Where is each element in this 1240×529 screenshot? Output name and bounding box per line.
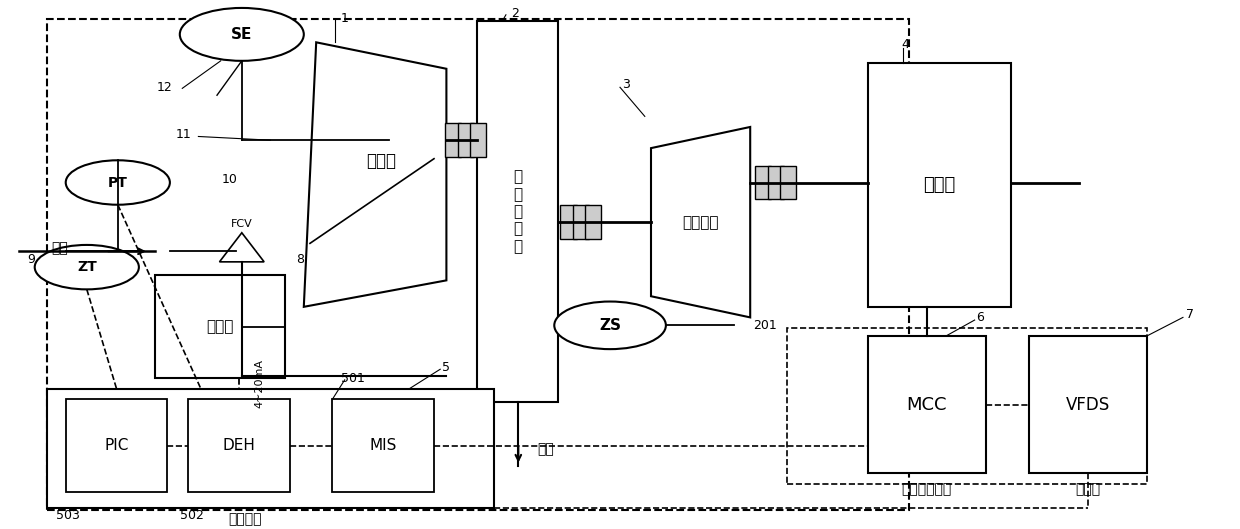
Text: 502: 502 <box>180 509 205 522</box>
Text: 201: 201 <box>753 319 777 332</box>
Text: 变
速
离
合
器: 变 速 离 合 器 <box>513 169 522 254</box>
Bar <box>188 399 290 492</box>
Text: 电动机: 电动机 <box>923 176 956 194</box>
Circle shape <box>35 245 139 289</box>
Text: 9: 9 <box>27 253 35 266</box>
Text: 2: 2 <box>511 7 518 20</box>
Text: 501: 501 <box>341 372 366 385</box>
Polygon shape <box>219 233 264 262</box>
Bar <box>155 275 285 378</box>
Bar <box>780 166 796 199</box>
Text: 503: 503 <box>56 509 81 522</box>
Text: 8: 8 <box>296 253 304 266</box>
Text: 5: 5 <box>443 361 450 374</box>
Text: 10: 10 <box>222 174 237 186</box>
Bar <box>868 336 986 473</box>
Text: PIC: PIC <box>104 438 129 453</box>
Text: 7: 7 <box>1187 308 1194 321</box>
Text: 4: 4 <box>901 39 909 51</box>
Bar <box>445 123 461 157</box>
Bar <box>1029 336 1147 473</box>
Text: MIS: MIS <box>370 438 397 453</box>
Text: SE: SE <box>231 27 253 42</box>
Bar <box>66 399 167 492</box>
Bar <box>477 21 558 402</box>
Text: 3: 3 <box>622 78 630 91</box>
Bar <box>755 166 771 199</box>
Text: 变频器: 变频器 <box>1075 482 1101 496</box>
Bar <box>787 328 1147 484</box>
Text: MCC: MCC <box>906 396 947 414</box>
Text: VFDS: VFDS <box>1066 396 1110 414</box>
Text: 排汽: 排汽 <box>537 443 554 457</box>
Text: 11: 11 <box>176 129 191 141</box>
Text: 12: 12 <box>157 81 172 94</box>
Circle shape <box>554 302 666 349</box>
Bar <box>868 63 1011 307</box>
Bar <box>47 389 494 508</box>
Text: 6: 6 <box>976 311 983 324</box>
Text: 汽轮机: 汽轮机 <box>366 152 397 170</box>
Bar <box>585 205 601 239</box>
Text: ZT: ZT <box>77 260 97 274</box>
Text: 1: 1 <box>341 12 348 25</box>
Bar <box>768 166 784 199</box>
Circle shape <box>66 160 170 205</box>
Bar <box>458 123 474 157</box>
Bar <box>332 399 434 492</box>
Text: 仪控系统: 仪控系统 <box>228 513 263 526</box>
Polygon shape <box>651 127 750 317</box>
Bar <box>573 205 589 239</box>
Polygon shape <box>304 42 446 307</box>
Text: FCV: FCV <box>231 219 253 229</box>
Text: PT: PT <box>108 176 128 189</box>
Text: 4~20mA: 4~20mA <box>254 359 264 408</box>
Text: 电气控制系统: 电气控制系统 <box>901 482 952 496</box>
Bar <box>560 205 577 239</box>
Circle shape <box>180 8 304 61</box>
Bar <box>47 19 909 510</box>
Text: DEH: DEH <box>223 438 255 453</box>
Text: 蒸汽: 蒸汽 <box>51 242 68 256</box>
Text: ZS: ZS <box>599 318 621 333</box>
Bar <box>470 123 486 157</box>
Text: 伺服阀: 伺服阀 <box>206 319 234 334</box>
Text: 烧结风机: 烧结风机 <box>682 215 719 230</box>
